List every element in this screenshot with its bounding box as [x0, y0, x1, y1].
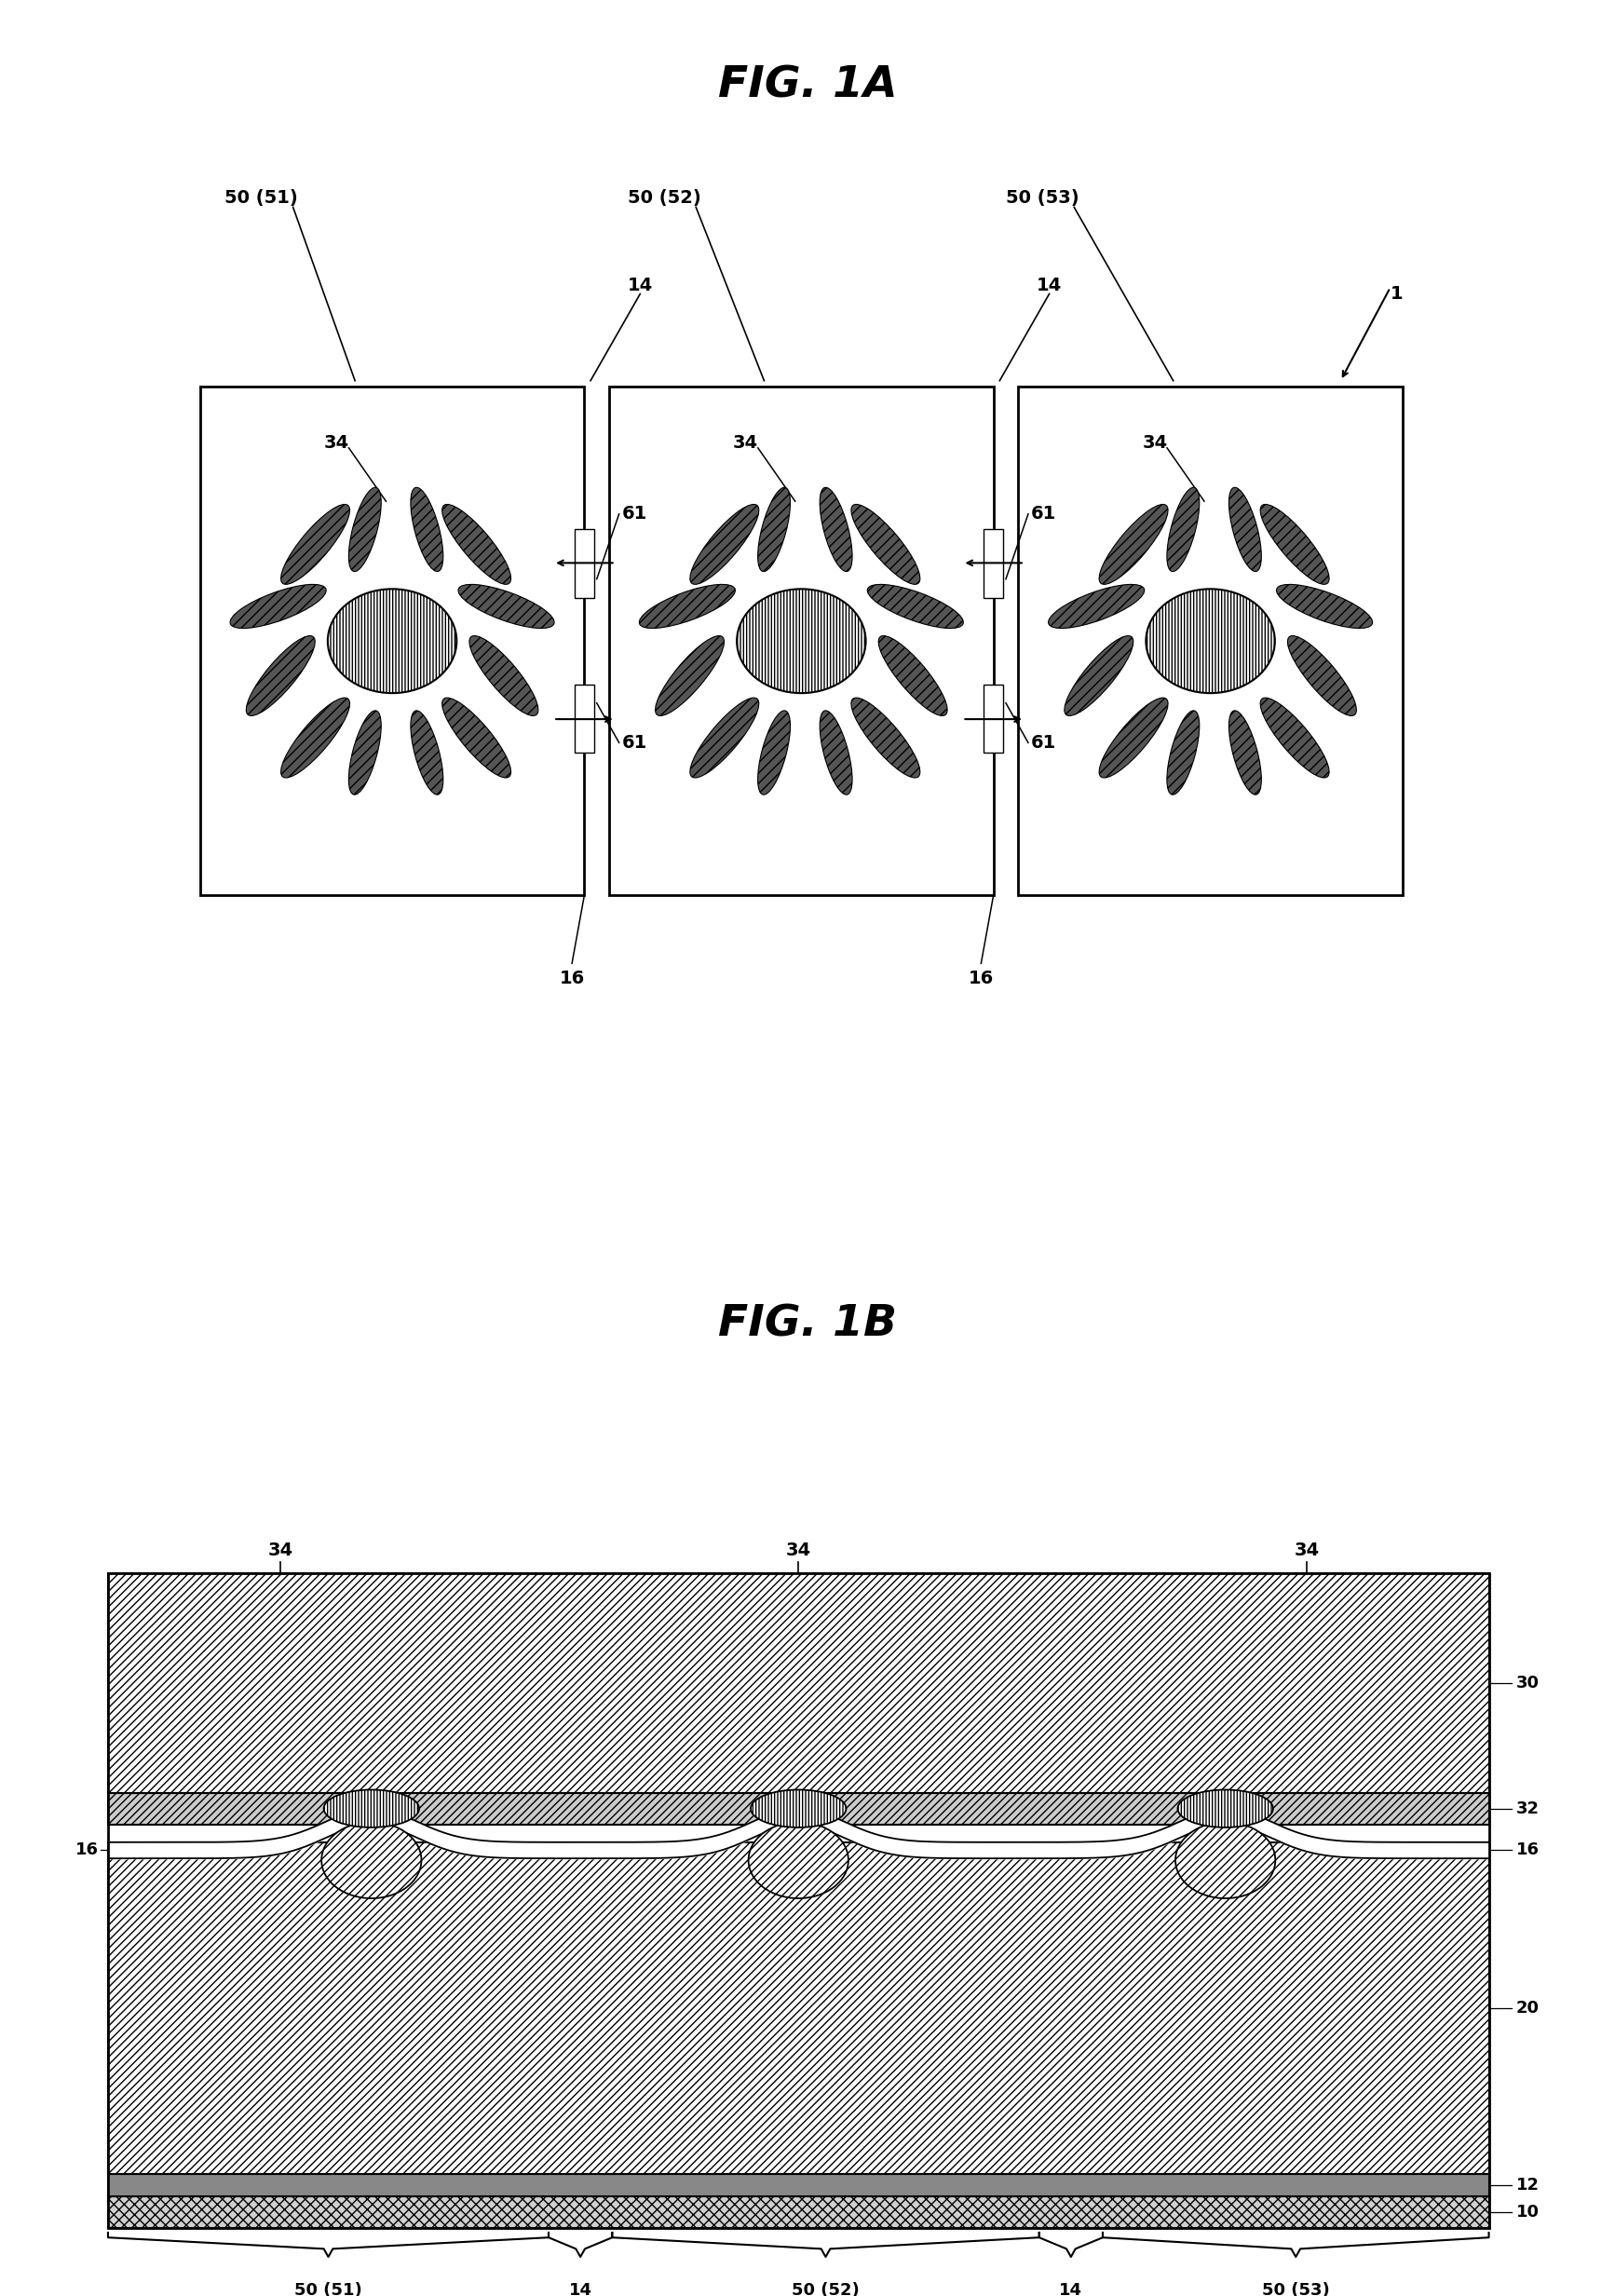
Ellipse shape: [1048, 585, 1145, 629]
Bar: [575, 530, 594, 597]
Text: 50 (53): 50 (53): [1006, 188, 1079, 207]
Ellipse shape: [410, 709, 443, 794]
Text: 1: 1: [1391, 285, 1403, 303]
Ellipse shape: [851, 698, 921, 778]
Text: 50 (51): 50 (51): [224, 188, 299, 207]
Text: 61: 61: [1030, 505, 1056, 523]
Text: 16: 16: [76, 1841, 99, 1860]
Ellipse shape: [820, 487, 853, 572]
Ellipse shape: [1064, 636, 1134, 716]
Ellipse shape: [1276, 585, 1373, 629]
Ellipse shape: [321, 1823, 422, 1899]
Ellipse shape: [281, 505, 350, 585]
Text: 16: 16: [559, 969, 585, 987]
Ellipse shape: [690, 505, 759, 585]
Bar: [575, 684, 594, 753]
Text: 14: 14: [1059, 2282, 1082, 2296]
Ellipse shape: [1229, 487, 1261, 572]
Text: 34: 34: [1295, 1543, 1319, 1559]
Text: 14: 14: [1037, 276, 1063, 294]
Ellipse shape: [656, 636, 724, 716]
Ellipse shape: [1229, 709, 1261, 794]
Text: 30: 30: [1516, 1674, 1539, 1692]
Text: 34: 34: [733, 434, 759, 452]
Bar: [108, 1793, 1489, 1825]
Ellipse shape: [1100, 505, 1168, 585]
Bar: [108, 2174, 1489, 2197]
Ellipse shape: [349, 709, 381, 794]
Ellipse shape: [281, 698, 350, 778]
Ellipse shape: [751, 1789, 846, 1828]
Text: 10: 10: [1516, 2204, 1539, 2220]
Ellipse shape: [1177, 1789, 1273, 1828]
Text: 50 (52): 50 (52): [791, 2282, 859, 2296]
Text: 50 (51): 50 (51): [294, 2282, 362, 2296]
Bar: [108, 1841, 1489, 2174]
Bar: [108, 2197, 1489, 2227]
Ellipse shape: [459, 585, 554, 629]
Ellipse shape: [690, 698, 759, 778]
Bar: [108, 1573, 1489, 2227]
Bar: [609, 388, 993, 895]
Text: 20: 20: [1516, 2000, 1539, 2016]
Ellipse shape: [1168, 709, 1200, 794]
Ellipse shape: [328, 590, 457, 693]
Text: 50 (52): 50 (52): [628, 188, 701, 207]
Ellipse shape: [229, 585, 326, 629]
Ellipse shape: [245, 636, 315, 716]
Text: 16: 16: [1516, 1841, 1539, 1860]
Ellipse shape: [443, 505, 510, 585]
Bar: [984, 684, 1003, 753]
Text: 50 (53): 50 (53): [1261, 2282, 1329, 2296]
Ellipse shape: [349, 487, 381, 572]
Text: 34: 34: [787, 1543, 811, 1559]
Text: 61: 61: [1030, 735, 1056, 751]
Text: 14: 14: [628, 276, 652, 294]
Text: 34: 34: [268, 1543, 294, 1559]
Text: 12: 12: [1516, 2177, 1539, 2195]
Ellipse shape: [1100, 698, 1168, 778]
Text: 32: 32: [1516, 1800, 1539, 1816]
Bar: [984, 530, 1003, 597]
Ellipse shape: [640, 585, 735, 629]
Ellipse shape: [1287, 636, 1357, 716]
Ellipse shape: [323, 1789, 420, 1828]
Ellipse shape: [1260, 698, 1329, 778]
Bar: [200, 388, 585, 895]
Text: 61: 61: [622, 735, 648, 751]
Ellipse shape: [757, 487, 790, 572]
Text: FIG. 1A: FIG. 1A: [717, 64, 898, 106]
Text: 16: 16: [969, 969, 995, 987]
Ellipse shape: [1260, 505, 1329, 585]
Ellipse shape: [748, 1823, 848, 1899]
Ellipse shape: [1176, 1823, 1276, 1899]
Ellipse shape: [1168, 487, 1200, 572]
Ellipse shape: [470, 636, 538, 716]
Ellipse shape: [757, 709, 790, 794]
Text: 34: 34: [325, 434, 349, 452]
Ellipse shape: [851, 505, 921, 585]
Ellipse shape: [1147, 590, 1274, 693]
Ellipse shape: [410, 487, 443, 572]
Text: 14: 14: [568, 2282, 593, 2296]
Text: 61: 61: [622, 505, 648, 523]
Ellipse shape: [820, 709, 853, 794]
Bar: [1019, 388, 1402, 895]
Ellipse shape: [443, 698, 510, 778]
Text: 34: 34: [1142, 434, 1168, 452]
Ellipse shape: [879, 636, 948, 716]
Text: FIG. 1B: FIG. 1B: [719, 1304, 896, 1345]
Bar: [108, 1573, 1489, 1793]
Ellipse shape: [736, 590, 866, 693]
Ellipse shape: [867, 585, 964, 629]
